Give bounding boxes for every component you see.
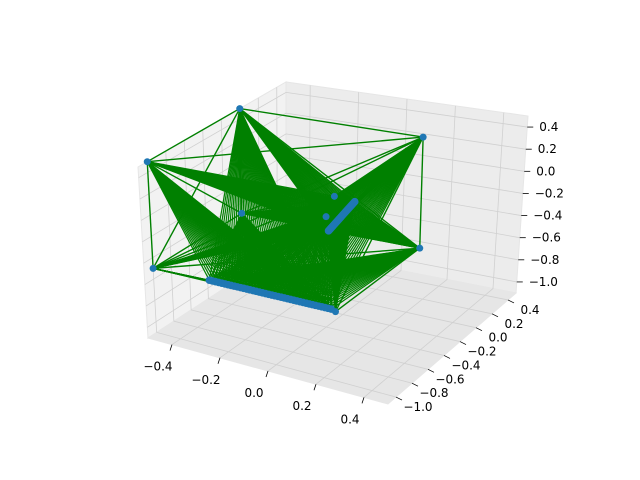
- node-point-1: [419, 133, 427, 141]
- y-tick-mark: [443, 355, 451, 359]
- node-point-7: [149, 264, 157, 272]
- dense-edge: [241, 212, 329, 232]
- dense-edge: [152, 230, 329, 269]
- dense-edge: [328, 230, 420, 249]
- dense-edge: [330, 247, 421, 310]
- y-tick-mark: [491, 313, 499, 318]
- node-point-5: [416, 244, 424, 252]
- x-tick-mark: [361, 397, 365, 404]
- x-tick-mark: [313, 384, 317, 391]
- edge: [419, 137, 424, 249]
- edge: [239, 108, 421, 249]
- edge: [239, 107, 424, 138]
- x-tick-mark: [265, 370, 269, 378]
- y-tick-label: −0.6: [435, 372, 464, 386]
- dense-edge: [241, 212, 332, 310]
- x-tick-label: 0.2: [292, 399, 311, 413]
- z-tick-label: 0.4: [539, 120, 558, 134]
- node-point-2: [330, 192, 338, 200]
- y-tick-mark: [411, 382, 419, 387]
- x-tick-mark: [169, 344, 173, 351]
- edge: [146, 107, 241, 163]
- z-tick-label: −0.2: [535, 186, 564, 200]
- y-tick-label: −1.0: [403, 400, 432, 414]
- node-point-0: [236, 105, 244, 113]
- grid-x-3: [315, 105, 456, 385]
- z-tick-label: −0.6: [532, 231, 561, 245]
- y-tick-label: −0.2: [467, 345, 496, 359]
- x-tick-label: −0.2: [191, 373, 220, 387]
- y-tick-mark: [459, 341, 467, 345]
- grid-z-2: [140, 133, 525, 221]
- node-point-8: [322, 213, 330, 221]
- graph-points: [143, 105, 427, 316]
- z-tick-label: −0.4: [533, 209, 562, 223]
- z-tick-label: 0.0: [536, 164, 555, 178]
- node-point-4: [238, 209, 246, 217]
- y-tick-label: 0.2: [504, 317, 523, 331]
- dense-point: [327, 305, 336, 313]
- y-tick-mark: [507, 299, 515, 304]
- y-tick-mark: [475, 327, 483, 332]
- x-tick-mark: [217, 357, 221, 364]
- z-tick-label: −1.0: [529, 275, 558, 289]
- grid-z-0: [138, 91, 528, 179]
- y-tick-label: −0.4: [451, 358, 480, 372]
- y-tick-label: 0.4: [520, 303, 539, 317]
- y-tick-label: −0.8: [419, 386, 448, 400]
- dense-edge: [239, 108, 330, 232]
- y-tick-label: 0.0: [488, 331, 507, 345]
- edge: [335, 247, 421, 313]
- y-tick-mark: [427, 368, 435, 373]
- grid-y-3: [202, 129, 445, 356]
- z-tick-label: 0.2: [538, 142, 557, 156]
- grid-x-4: [363, 112, 505, 398]
- y-tick-mark: [395, 396, 403, 401]
- dense-point: [324, 227, 333, 235]
- x-tick-label: −0.4: [143, 360, 172, 374]
- grid-y-1: [165, 151, 413, 384]
- dense-edge: [327, 230, 337, 312]
- dense-edge: [146, 161, 332, 310]
- node-point-3: [143, 158, 151, 166]
- axis-ticks: −0.4−0.20.00.20.4−1.0−0.8−0.6−0.4−0.20.0…: [143, 120, 563, 426]
- edge: [146, 161, 154, 269]
- x-tick-label: 0.4: [340, 412, 359, 426]
- x-tick-label: 0.0: [244, 386, 263, 400]
- z-tick-label: −0.8: [530, 253, 559, 267]
- dense-edge: [147, 161, 329, 232]
